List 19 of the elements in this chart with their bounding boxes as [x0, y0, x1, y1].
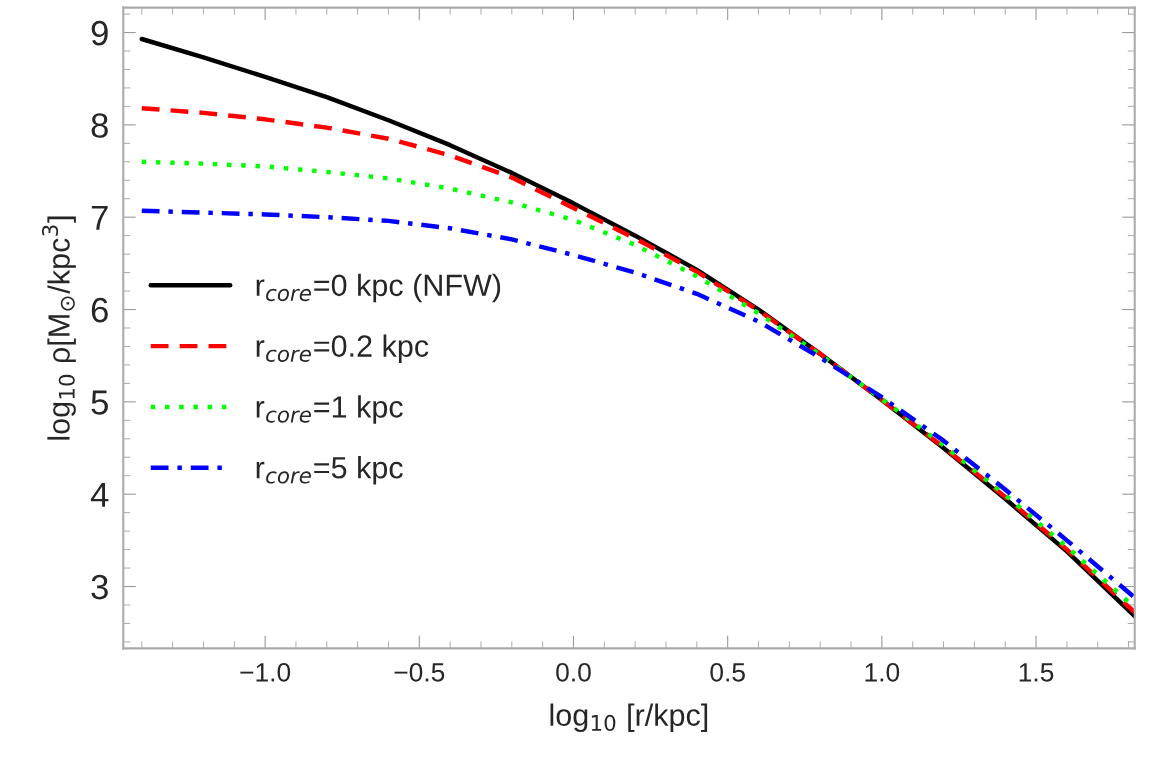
- x-tick-label: −0.5: [394, 662, 445, 682]
- y-tick-label: 6: [91, 297, 108, 323]
- legend-label: r$_{core}$=0.2 kpc: [256, 334, 429, 363]
- x-axis-title: log$_{10}$ [r/kpc]: [550, 703, 708, 733]
- legend-label: r$_{core}$=0 kpc (NFW): [256, 273, 501, 303]
- y-axis-title: log$_{10}$ ρ[M$_{⊙}$/kpc$^{3}$]: [41, 216, 76, 440]
- y-tick-label: 8: [91, 113, 108, 138]
- y-tick-label: 7: [91, 205, 108, 230]
- x-tick-label: −1.0: [240, 662, 291, 682]
- x-tick-label: 1.0: [865, 662, 900, 682]
- x-tick-label: 0.0: [556, 662, 591, 682]
- legend-label: r$_{core}$=5 kpc: [256, 456, 403, 485]
- y-tick-label: 3: [91, 574, 108, 600]
- y-tick-label: 9: [91, 20, 108, 46]
- x-tick-label: 0.5: [710, 662, 745, 682]
- y-tick-label: 4: [90, 482, 109, 507]
- y-tick-label: 5: [91, 390, 108, 415]
- legend-label: r$_{core}$=1 kpc: [256, 395, 403, 424]
- x-tick-label: 1.5: [1019, 663, 1054, 682]
